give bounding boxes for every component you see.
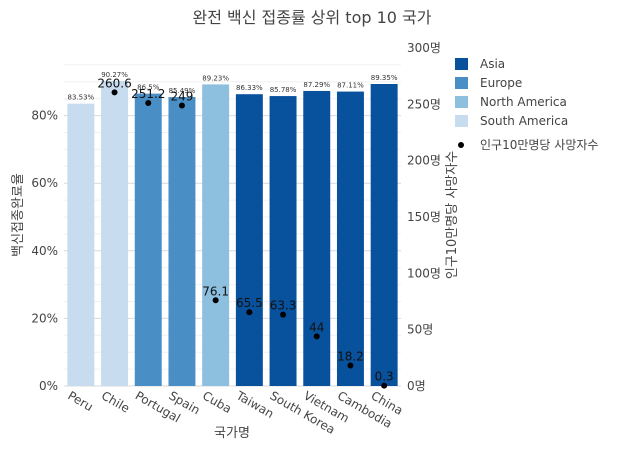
death-marker — [145, 99, 152, 106]
chart-title: 완전 백신 접종률 상위 top 10 국가 — [192, 8, 431, 27]
bar-value-label: 83.53% — [67, 94, 94, 102]
y2-tick-label: 300명 — [407, 41, 441, 55]
x-tick-label: Cuba — [200, 388, 234, 416]
legend-label: South America — [480, 114, 568, 128]
death-value-label: 18.2 — [337, 349, 364, 363]
death-value-label: 249 — [170, 89, 193, 103]
bar — [101, 80, 129, 387]
death-marker — [280, 311, 287, 318]
legend-marker-label: 인구10만명당 사망자수 — [480, 138, 598, 152]
bar-value-label: 85.49% — [169, 87, 196, 95]
x-axis-title: 국가명 — [214, 426, 250, 441]
y-tick-label: 60% — [31, 176, 58, 190]
y2-tick-label: 0명 — [407, 379, 426, 393]
y-axis-title: 백신접종완료율 — [11, 173, 26, 257]
bar — [336, 91, 364, 386]
x-tick-label: Peru — [65, 388, 95, 413]
legend: Asia Europe North America South America 인구10… — [455, 57, 598, 152]
death-marker — [212, 297, 219, 304]
y2-tick-label: 250명 — [407, 97, 441, 111]
bar-value-label: 89.35% — [371, 74, 398, 82]
y2-tick-label: 100명 — [407, 266, 441, 280]
death-marker — [246, 309, 253, 316]
bar-value-label: 89.23% — [202, 74, 229, 82]
y-tick-label: 40% — [31, 244, 58, 258]
death-value-label: 65.5 — [236, 296, 263, 310]
bar — [134, 93, 162, 386]
death-marker — [313, 333, 320, 340]
bar — [370, 83, 398, 386]
y2-tick-label: 50명 — [407, 323, 433, 337]
bar-value-label: 87.11% — [337, 82, 364, 90]
death-marker — [347, 362, 354, 369]
bar-labels: 83.53% 90.27% 86.5% 85.49% 89.23% 86.33% 85.78… — [67, 71, 397, 102]
death-marker — [111, 89, 118, 96]
legend-marker — [458, 142, 464, 148]
x-tick-label: Chile — [99, 388, 132, 415]
death-value-label: 251.2 — [131, 87, 165, 101]
legend-label: Europe — [480, 76, 522, 90]
y-tick-label: 80% — [31, 109, 58, 123]
bar — [168, 97, 196, 387]
y-axis-ticks: 0% 20% 40% 60% 80% — [31, 109, 58, 393]
y2-tick-label: 200명 — [407, 154, 441, 168]
bar — [67, 103, 95, 386]
legend-swatch — [455, 96, 468, 108]
bar-value-label: 86.33% — [236, 84, 263, 92]
y-tick-label: 0% — [39, 379, 58, 393]
legend-label: Asia — [480, 57, 505, 71]
bar — [303, 90, 331, 386]
bar-value-label: 90.27% — [101, 71, 128, 79]
bar — [202, 84, 230, 387]
legend-label: North America — [480, 95, 567, 109]
legend-swatch — [455, 58, 468, 70]
bar — [235, 94, 263, 387]
death-marker — [381, 382, 388, 389]
bar-value-label: 85.78% — [270, 86, 297, 94]
death-marker — [178, 102, 185, 109]
legend-swatch — [455, 115, 468, 127]
y2-axis-ticks: 0명 50명 100명 150명 200명 250명 300명 — [407, 41, 441, 393]
x-tick-label: Taiwan — [233, 388, 276, 421]
death-value-label: 44 — [309, 320, 324, 334]
death-value-label: 0.3 — [375, 370, 394, 384]
bar — [269, 96, 297, 386]
bars — [67, 80, 398, 387]
y2-axis-title: 인구10만명당 사망자수 — [445, 151, 460, 279]
death-value-label: 63.3 — [270, 299, 297, 313]
bar-value-label: 86.5% — [137, 84, 160, 92]
y-tick-label: 20% — [31, 311, 58, 325]
death-value-label: 76.1 — [202, 284, 229, 298]
legend-swatch — [455, 77, 468, 89]
death-value-label: 260.6 — [97, 76, 131, 90]
y2-tick-label: 150명 — [407, 210, 441, 224]
bar-value-label: 87.29% — [303, 81, 330, 89]
